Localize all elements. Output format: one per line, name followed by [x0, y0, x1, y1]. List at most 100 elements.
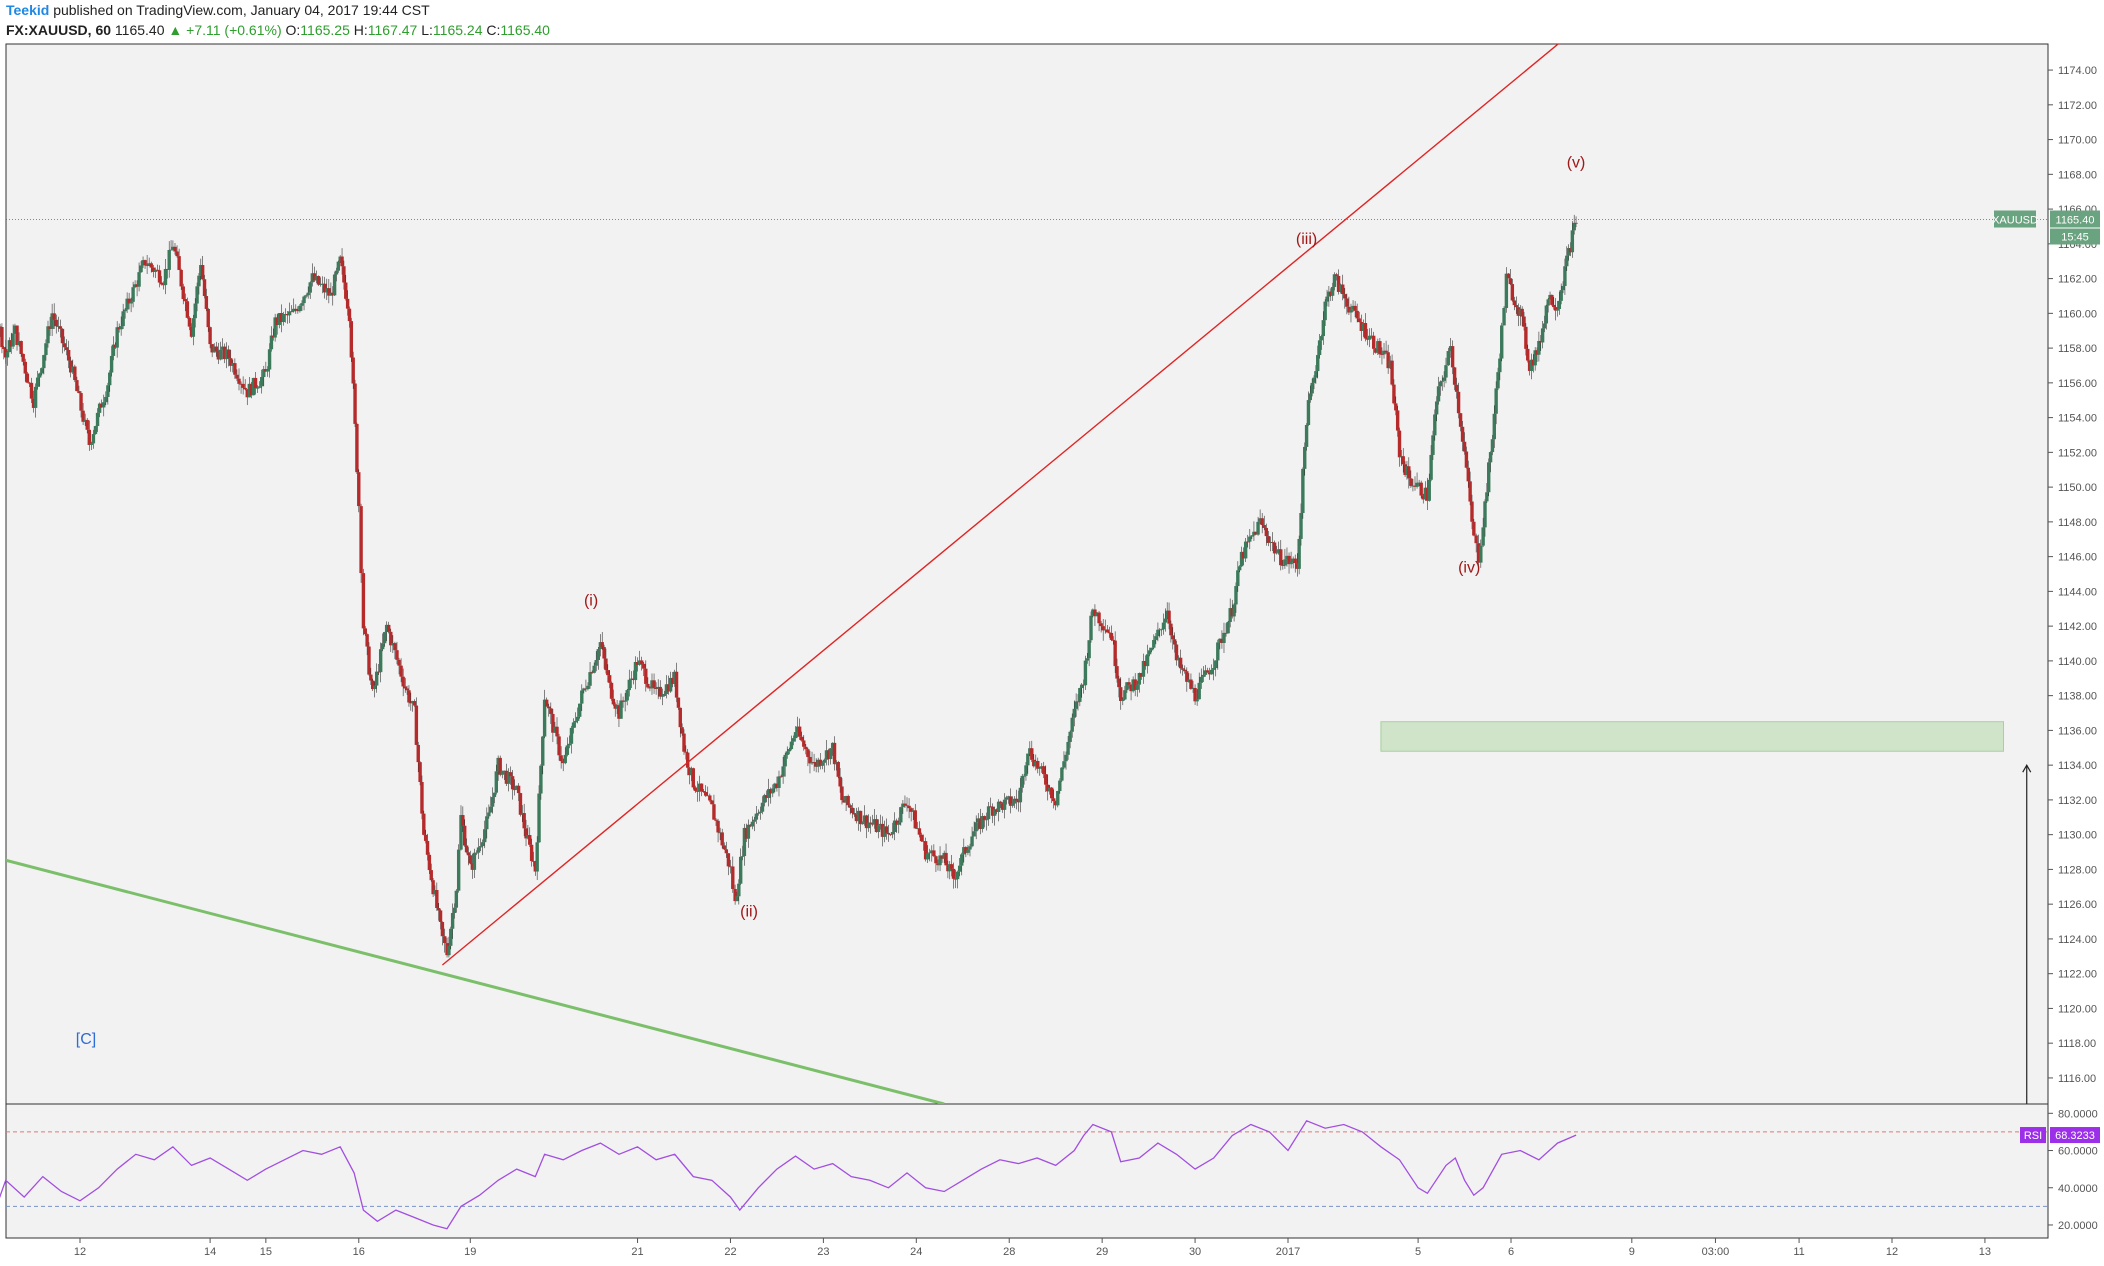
candle-body [888, 834, 893, 836]
candle-body [1268, 542, 1273, 543]
candle-body [928, 852, 932, 854]
candle-body [384, 624, 389, 633]
candle-body [701, 791, 706, 793]
candle-body [642, 663, 646, 669]
price-tick-label: 1144.00 [2058, 586, 2097, 598]
candle-body [1180, 668, 1185, 670]
candle-body [633, 661, 638, 681]
candle-body [824, 750, 829, 760]
candle-body [848, 805, 852, 808]
candle-body [1085, 658, 1089, 661]
wave-label: (v) [1567, 154, 1586, 171]
candle-body [1262, 525, 1266, 528]
target-zone-layer [1380, 721, 2032, 1104]
rsi-value-tag-bg [2050, 1127, 2100, 1144]
candle-body [1239, 551, 1244, 567]
candle-body [1243, 541, 1248, 559]
candle-body [976, 818, 980, 823]
candle-body [99, 403, 104, 408]
candle-body [1544, 305, 1549, 324]
candle-body [1125, 682, 1129, 691]
wave-label: (iv) [1458, 559, 1480, 576]
candle-body [372, 685, 377, 690]
candle-body [420, 781, 424, 814]
candle-body [708, 795, 712, 801]
trendline-red [441, 44, 1560, 966]
candle-body [860, 822, 865, 825]
candle-body [1446, 351, 1450, 366]
candle-body [1378, 341, 1382, 355]
candle-body [54, 319, 58, 327]
candle-body [1336, 275, 1341, 292]
candle-body [222, 346, 227, 360]
candle-body [925, 853, 930, 860]
candle-body [183, 299, 188, 302]
candle-body [573, 720, 578, 723]
candle-body [756, 812, 761, 814]
candle-body [1195, 699, 1199, 702]
candle-body [508, 772, 513, 777]
candle-body [1076, 701, 1080, 703]
price-tick-label: 1122.00 [2058, 969, 2097, 981]
candle-body [1258, 518, 1262, 522]
candle-body [549, 708, 553, 714]
candle-body [842, 800, 846, 803]
candle-body [506, 772, 511, 784]
candle-body [13, 325, 17, 334]
candle-body [56, 326, 61, 328]
candle-body [329, 292, 333, 296]
candle-body [930, 850, 934, 853]
candle-body [1197, 682, 1201, 700]
candle-body [237, 378, 241, 384]
candle-body [461, 815, 465, 826]
candle-body [226, 349, 231, 359]
candle-body [882, 826, 887, 837]
candle-body [425, 840, 430, 855]
candle-body [422, 813, 426, 835]
candle-body [287, 311, 292, 316]
last-price: 1165.40 [114, 22, 165, 38]
candle-body [1374, 348, 1378, 353]
candle-body [695, 790, 700, 792]
candle-body [1237, 566, 1242, 571]
price-tick-label: 1118.00 [2058, 1038, 2096, 1050]
candle-body [251, 377, 256, 396]
rsi-value-tag-text: 68.3233 [2055, 1130, 2095, 1142]
price-tick-label: 1162.00 [2058, 274, 2097, 286]
time-tick-label: 12 [1886, 1246, 1898, 1258]
rsi-pane[interactable] [5, 1103, 2049, 1239]
candle-body [1341, 284, 1345, 295]
candle-body [1537, 340, 1541, 355]
candle-body [1135, 684, 1139, 690]
candle-body [175, 251, 179, 257]
price-pane[interactable] [5, 43, 2049, 1105]
candle-body [436, 908, 441, 911]
candle-body [1500, 325, 1504, 359]
wave-labels-layer: (i) (ii) (iii) (iv) (v) [C] [76, 154, 1586, 1048]
candle-body [143, 260, 147, 266]
candle-body [60, 328, 65, 344]
candle-body [758, 811, 763, 813]
candle-body [1353, 305, 1357, 311]
candle-body [693, 787, 698, 791]
candle-body [1272, 542, 1277, 554]
target-zone-box [1380, 721, 2005, 752]
candle-body [1450, 346, 1455, 368]
candle-body [740, 856, 745, 857]
price-tick-label: 1168.00 [2058, 169, 2097, 181]
candle-body [1026, 753, 1030, 766]
candle-body [409, 702, 413, 704]
time-tick-label: 6 [1508, 1246, 1514, 1258]
candle-body [878, 823, 883, 826]
candle-body [193, 303, 197, 319]
candle-body [555, 726, 559, 737]
candle-body [1572, 222, 1576, 231]
author-link[interactable]: Teekid [6, 2, 50, 18]
candle-body [816, 759, 820, 767]
candle-body [874, 819, 879, 833]
candle-body [586, 685, 590, 690]
candle-body [412, 701, 417, 706]
candle-body [179, 269, 183, 287]
candle-body [1563, 266, 1567, 286]
